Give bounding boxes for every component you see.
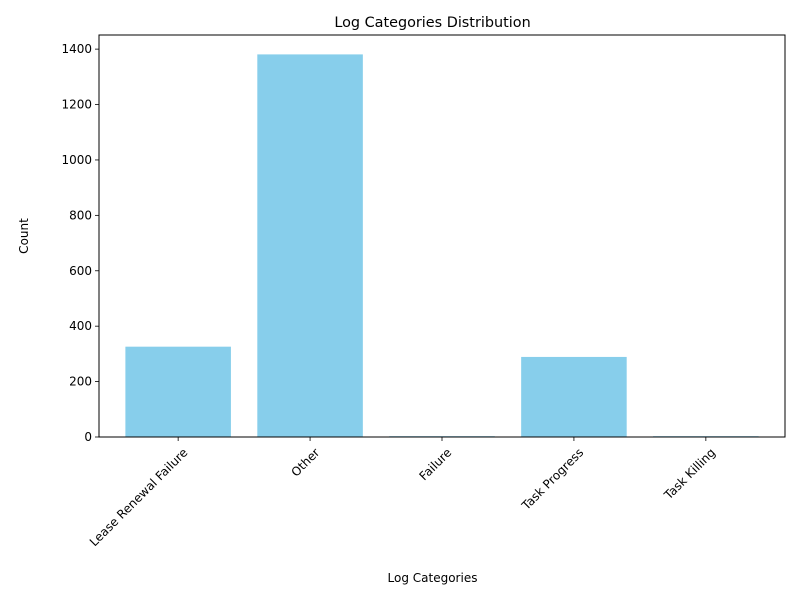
bar [521,356,627,437]
y-tick-label: 0 [84,430,92,444]
y-tick-label: 1000 [61,153,92,167]
x-axis-label: Log Categories [388,571,478,585]
chart-title: Log Categories Distribution [334,15,530,31]
x-tick-label: Lease Renewal Failure [87,445,191,549]
plot-bars [125,54,759,437]
x-tick-label: Task Killing [661,445,718,502]
y-tick-label: 600 [69,264,92,278]
x-axis: Lease Renewal Failure Other Failure Task Pr… [87,437,718,549]
y-tick-label: 400 [69,319,92,333]
y-tick-label: 200 [69,375,92,389]
x-tick-label: Task Progress [518,445,586,513]
y-axis-label: Count [17,218,31,254]
bar [125,346,231,437]
y-tick-label: 800 [69,208,92,222]
y-tick-label: 1200 [61,98,92,112]
x-tick-label: Failure [417,445,455,483]
bar [257,54,363,437]
y-axis: 0 200 400 600 800 1000 1200 1400 [61,42,99,444]
x-tick-label: Other [288,445,322,479]
y-tick-label: 1400 [61,42,92,56]
